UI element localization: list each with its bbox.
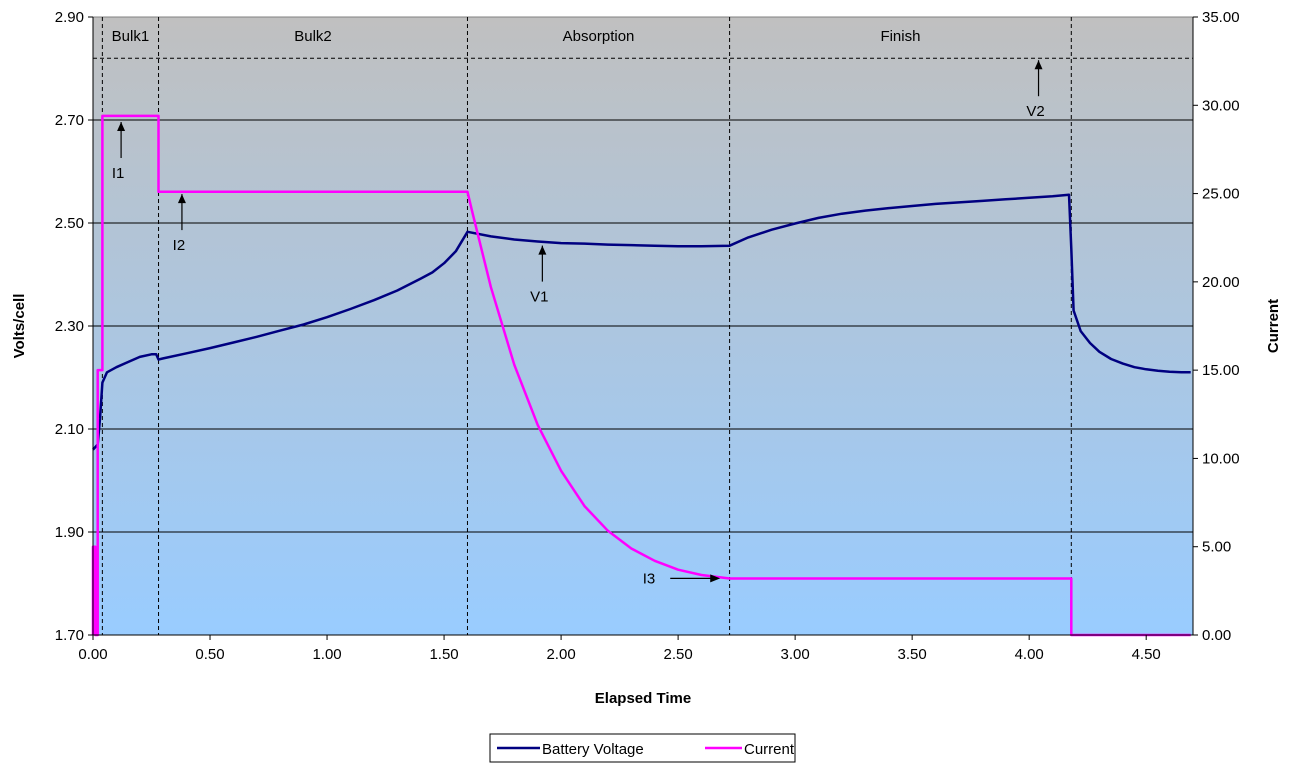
y2-tick-label: 25.00 xyxy=(1202,186,1240,203)
x-tick-label: 0.50 xyxy=(195,646,224,663)
y2-tick-label: 0.00 xyxy=(1202,627,1231,644)
phase-label: Bulk1 xyxy=(112,28,150,45)
annotation-arrow-head xyxy=(710,574,721,583)
series-line-battery-voltage xyxy=(92,193,1191,451)
annotation-label: I1 xyxy=(112,165,125,182)
y2-axis-title: Current xyxy=(1265,299,1282,353)
annotation-arrow xyxy=(177,194,186,231)
y-tick-label: 2.50 xyxy=(55,215,84,232)
y-tick-label: 1.90 xyxy=(55,524,84,541)
legend-label-current: Current xyxy=(744,741,795,758)
annotation-label: V2 xyxy=(1026,103,1044,120)
y-axis-title: Volts/cell xyxy=(11,294,28,359)
x-tick-label: 4.00 xyxy=(1015,646,1044,663)
phase-label: Absorption xyxy=(563,28,635,45)
y2-tick-label: 35.00 xyxy=(1202,9,1240,26)
x-tick-label: 2.00 xyxy=(546,646,575,663)
x-tick-label: 3.00 xyxy=(781,646,810,663)
y2-tick-label: 30.00 xyxy=(1202,97,1240,114)
annotation-label: I3 xyxy=(643,570,656,587)
annotation-arrow-head xyxy=(177,194,186,204)
legend: Battery Voltage Current xyxy=(489,733,796,763)
annotation-arrow-head xyxy=(117,122,126,131)
legend-label-voltage: Battery Voltage xyxy=(542,741,644,758)
x-tick-label: 0.00 xyxy=(78,646,107,663)
x-tick-label: 1.50 xyxy=(429,646,458,663)
annotation-arrow xyxy=(117,122,126,158)
x-axis-title: Elapsed Time xyxy=(595,690,691,707)
annotation-arrow xyxy=(1034,60,1043,97)
legend-box xyxy=(489,733,796,763)
y2-tick-label: 15.00 xyxy=(1202,362,1240,379)
y-tick-label: 2.30 xyxy=(55,318,84,335)
y2-tick-label: 5.00 xyxy=(1202,539,1231,556)
y-tick-label: 2.10 xyxy=(55,421,84,438)
annotation-arrow xyxy=(670,574,721,583)
y-tick-label: 1.70 xyxy=(55,627,84,644)
annotation-label: V1 xyxy=(530,289,548,306)
series-line-current xyxy=(91,114,1191,637)
annotation-arrow xyxy=(538,245,547,282)
annotation-arrow-head xyxy=(1034,60,1043,70)
y-tick-label: 2.70 xyxy=(55,112,84,129)
phase-label: Bulk2 xyxy=(294,28,332,45)
annotation-arrow-head xyxy=(538,245,547,255)
y2-tick-label: 20.00 xyxy=(1202,274,1240,291)
y-tick-label: 2.90 xyxy=(55,9,84,26)
x-tick-label: 3.50 xyxy=(898,646,927,663)
x-tick-label: 2.50 xyxy=(664,646,693,663)
x-tick-label: 4.50 xyxy=(1132,646,1161,663)
phase-label: Finish xyxy=(880,28,920,45)
x-tick-label: 1.00 xyxy=(312,646,341,663)
y2-tick-label: 10.00 xyxy=(1202,450,1240,467)
annotation-label: I2 xyxy=(173,237,186,254)
